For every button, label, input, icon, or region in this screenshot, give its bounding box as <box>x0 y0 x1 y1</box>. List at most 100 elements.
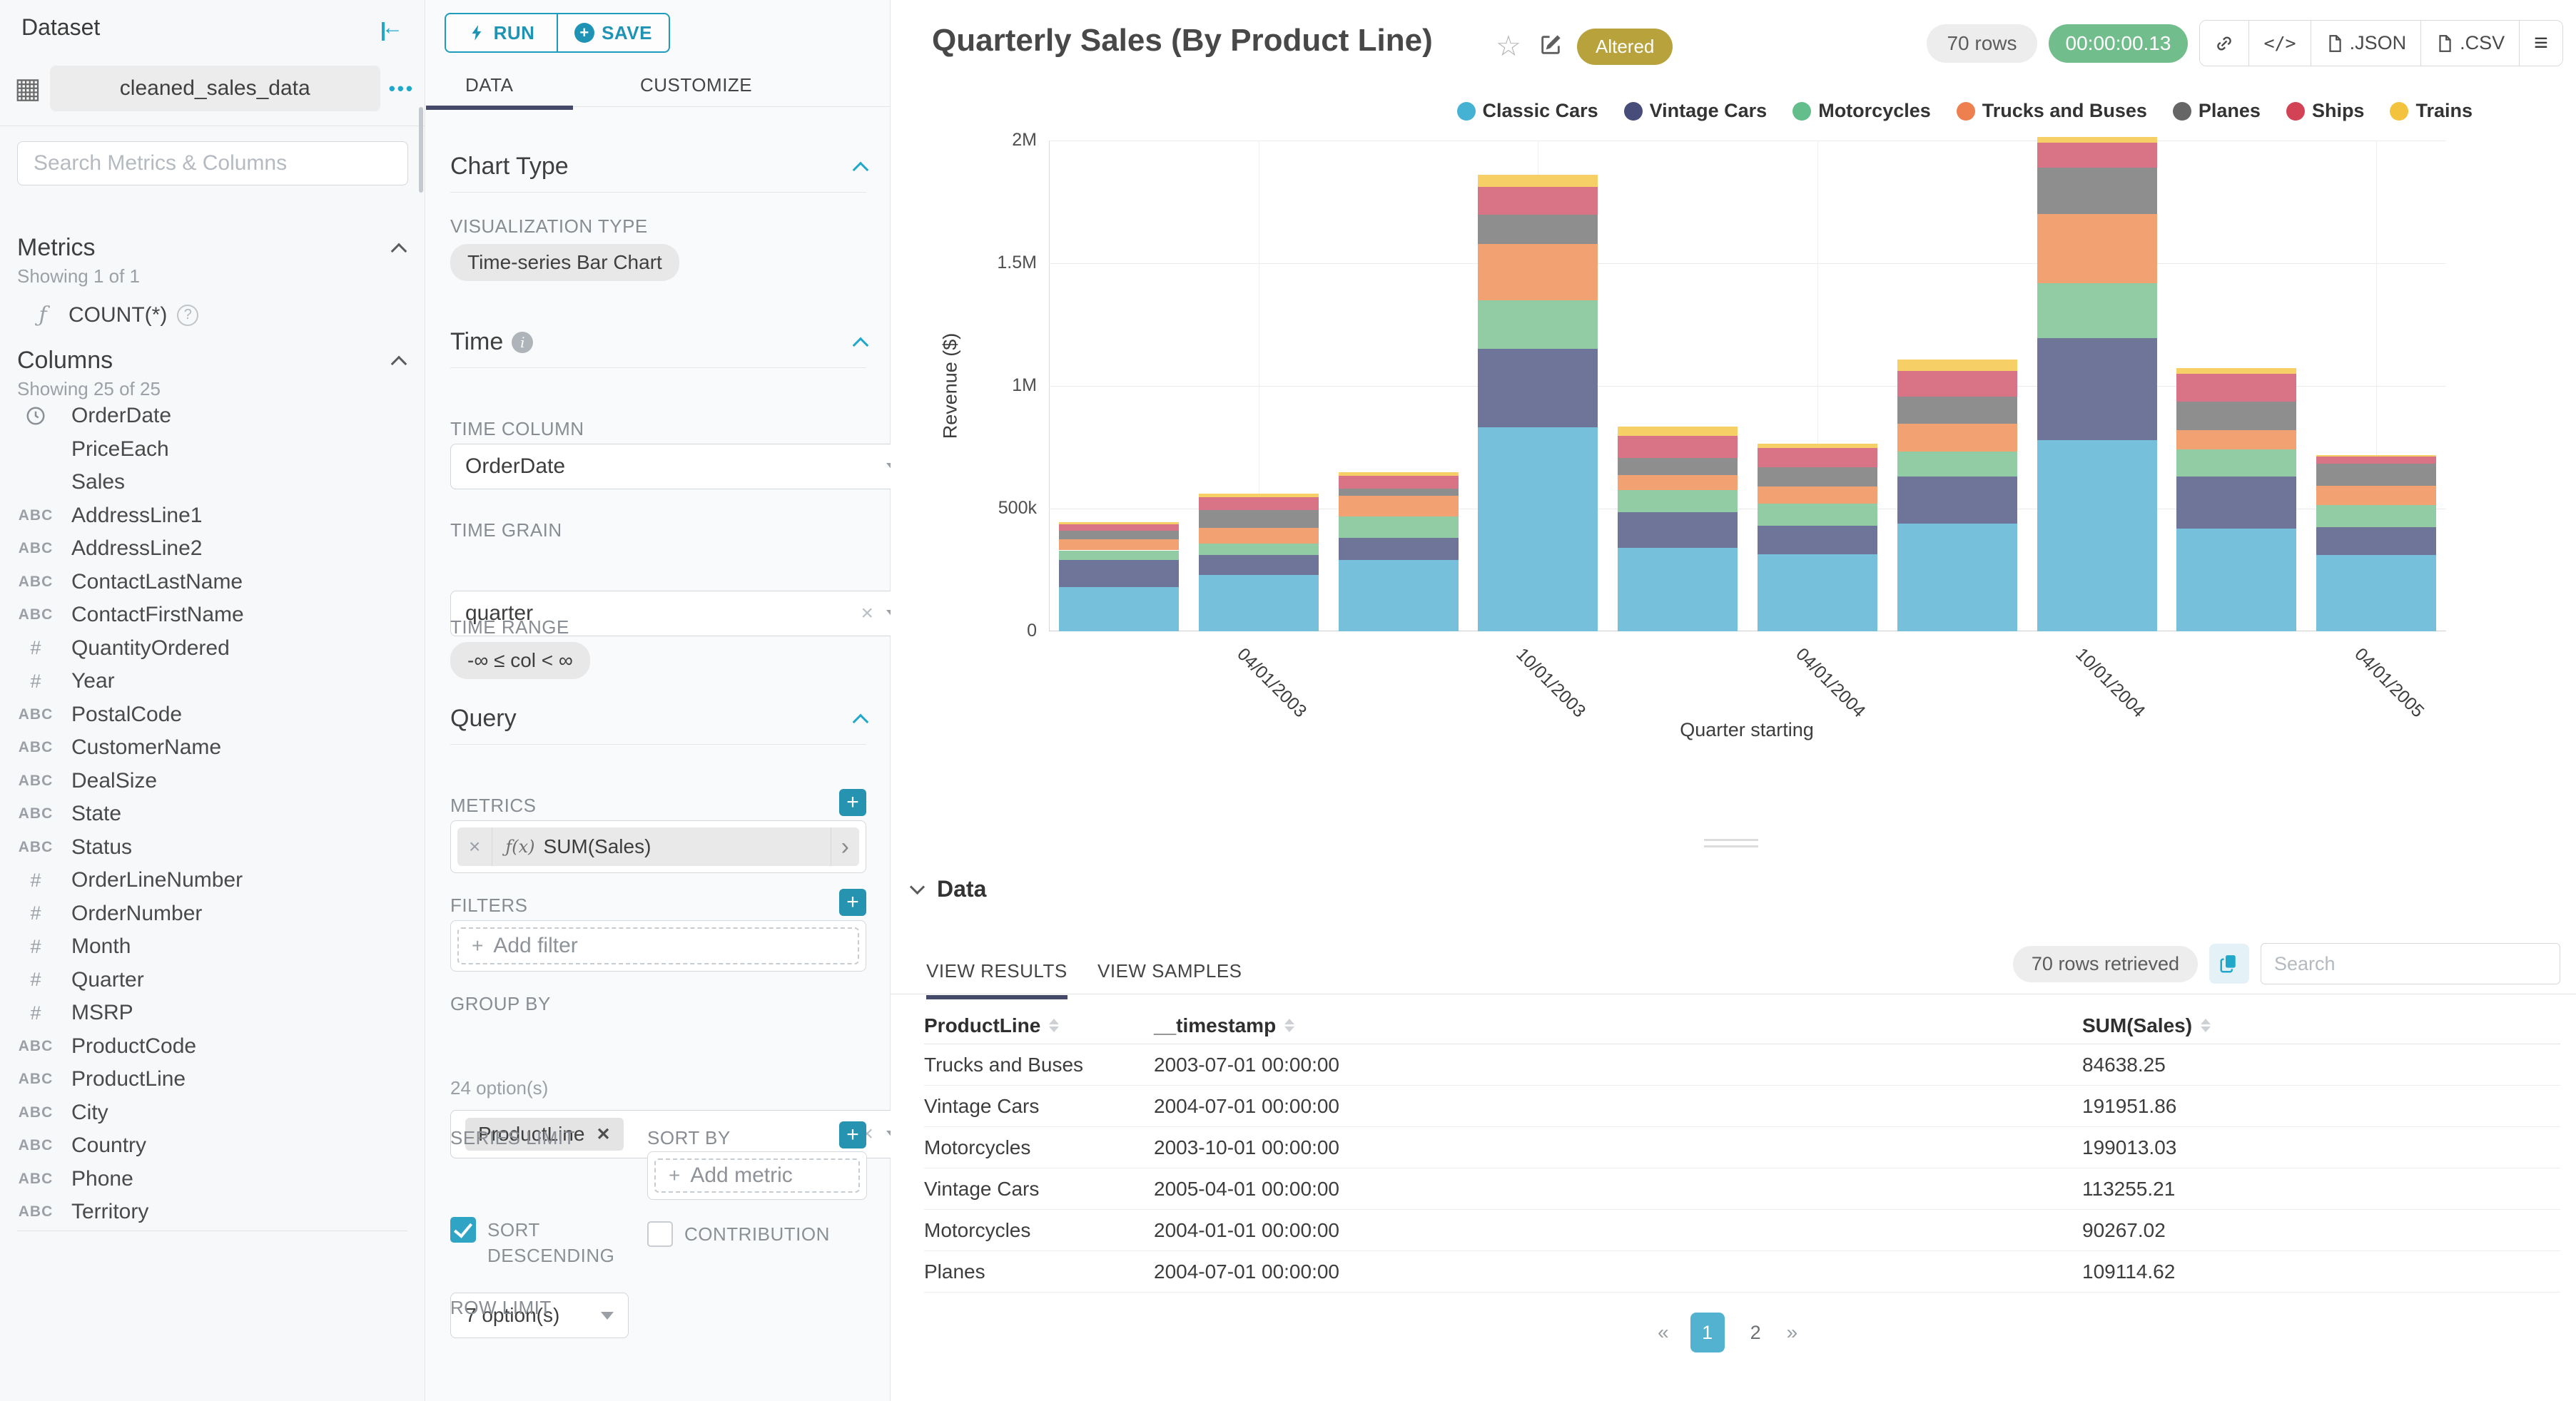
column-header[interactable]: SUM(Sales) <box>2082 1014 2560 1037</box>
column-item[interactable]: # MSRP <box>0 997 425 1029</box>
column-item[interactable]: # QuantityOrdered <box>0 632 425 665</box>
metric-item[interactable]: ƒ COUNT(*) ? <box>17 302 199 327</box>
bar-segment[interactable] <box>2176 368 2297 374</box>
bar-segment[interactable] <box>1757 486 1877 504</box>
bar-segment[interactable] <box>1897 523 2017 631</box>
info-icon[interactable]: i <box>512 331 534 353</box>
table-search-input[interactable] <box>2261 943 2560 984</box>
stacked-bar[interactable] <box>2037 136 2157 631</box>
legend-item[interactable]: Trains <box>2390 100 2473 122</box>
bar-segment[interactable] <box>2316 463 2437 486</box>
bar-segment[interactable] <box>1897 476 2017 524</box>
bar-segment[interactable] <box>2176 429 2297 450</box>
bar-segment[interactable] <box>2316 454 2437 457</box>
scrollbar-thumb[interactable] <box>419 107 423 193</box>
pagination-prev[interactable]: « <box>1658 1321 1669 1343</box>
bar-segment[interactable] <box>2037 214 2157 283</box>
bar-segment[interactable] <box>2037 282 2157 338</box>
column-item[interactable]: ABC AddressLine2 <box>0 532 425 565</box>
bar-segment[interactable] <box>1198 555 1319 575</box>
bar-segment[interactable] <box>2316 456 2437 464</box>
bar-segment[interactable] <box>1478 175 1598 188</box>
export-csv-button[interactable]: .CSV <box>2421 21 2520 66</box>
bar-segment[interactable] <box>1757 554 1877 631</box>
run-button[interactable]: RUN <box>446 14 557 51</box>
stacked-bar[interactable] <box>1058 141 1179 631</box>
stacked-bar[interactable] <box>2176 141 2297 631</box>
legend-item[interactable]: Ships <box>2286 100 2364 122</box>
column-item[interactable]: ABC AddressLine1 <box>0 499 425 532</box>
time-range-pill[interactable]: -∞ ≤ col < ∞ <box>450 642 590 679</box>
bar-segment[interactable] <box>1618 490 1738 513</box>
bar-segment[interactable] <box>1058 521 1179 524</box>
bar-segment[interactable] <box>2176 528 2297 631</box>
bar-segment[interactable] <box>2037 143 2157 168</box>
column-item[interactable]: ABC Country <box>0 1129 425 1162</box>
legend-item[interactable]: Motorcycles <box>1792 100 1931 122</box>
bar-segment[interactable] <box>1478 300 1598 350</box>
tab-view-samples[interactable]: VIEW SAMPLES <box>1097 960 1242 982</box>
column-item[interactable]: ABC Status <box>0 831 425 864</box>
bar-segment[interactable] <box>1618 436 1738 459</box>
export-json-button[interactable]: .JSON <box>2311 21 2422 66</box>
add-metric-button[interactable]: + <box>839 789 866 816</box>
favorite-star-icon[interactable]: ☆ <box>1496 31 1521 62</box>
column-item[interactable]: ABC Territory <box>0 1196 425 1228</box>
add-filter-dropzone[interactable]: + Add filter <box>457 927 859 964</box>
save-button[interactable]: + SAVE <box>557 14 669 51</box>
column-item[interactable]: Sales <box>0 466 425 499</box>
add-filter-button[interactable]: + <box>839 889 866 916</box>
legend-item[interactable]: Vintage Cars <box>1623 100 1767 122</box>
bar-segment[interactable] <box>1757 443 1877 449</box>
column-item[interactable]: ABC ContactLastName <box>0 566 425 598</box>
bar-segment[interactable] <box>1198 493 1319 497</box>
pagination-page[interactable]: 2 <box>1750 1321 1761 1343</box>
bar-segment[interactable] <box>1198 510 1319 528</box>
bar-segment[interactable] <box>1338 559 1459 631</box>
bar-segment[interactable] <box>2037 337 2157 440</box>
bar-segment[interactable] <box>1897 452 2017 477</box>
bar-segment[interactable] <box>1338 472 1459 477</box>
column-item[interactable]: ABC City <box>0 1096 425 1129</box>
bar-segment[interactable] <box>2316 485 2437 506</box>
collapse-data-icon[interactable] <box>909 879 926 895</box>
metric-pill[interactable]: × ƒ(x) SUM(Sales) › <box>457 827 859 866</box>
embed-code-button[interactable]: </> <box>2249 21 2311 66</box>
stacked-bar[interactable] <box>1478 141 1598 631</box>
bar-segment[interactable] <box>2176 449 2297 477</box>
clear-icon[interactable]: × <box>861 601 873 625</box>
bar-segment[interactable] <box>1478 187 1598 215</box>
bar-segment[interactable] <box>1478 243 1598 300</box>
dataset-name[interactable]: cleaned_sales_data <box>49 66 380 111</box>
bar-segment[interactable] <box>1198 543 1319 556</box>
bar-segment[interactable] <box>1618 548 1738 631</box>
legend-item[interactable]: Classic Cars <box>1456 100 1598 122</box>
stacked-bar[interactable] <box>1618 141 1738 631</box>
copy-link-button[interactable] <box>2200 21 2250 66</box>
bar-segment[interactable] <box>1198 496 1319 511</box>
column-item[interactable]: # Quarter <box>0 964 425 997</box>
viz-type-pill[interactable]: Time-series Bar Chart <box>450 244 679 281</box>
bar-segment[interactable] <box>1338 476 1459 489</box>
bar-segment[interactable] <box>2176 402 2297 430</box>
chevron-up-icon[interactable] <box>852 713 869 730</box>
chevron-up-icon[interactable] <box>852 161 869 178</box>
remove-tag-icon[interactable]: ✕ <box>596 1124 611 1144</box>
bar-segment[interactable] <box>1058 550 1179 561</box>
time-column-select[interactable]: OrderDate <box>450 444 914 489</box>
chevron-up-icon[interactable] <box>390 243 407 259</box>
tab-view-results[interactable]: VIEW RESULTS <box>926 960 1068 999</box>
search-metrics-input[interactable] <box>17 141 408 185</box>
pagination-page[interactable]: 1 <box>1690 1313 1725 1352</box>
add-sort-metric-dropzone[interactable]: + Add metric <box>654 1158 860 1193</box>
add-sort-metric-button[interactable]: + <box>839 1121 866 1148</box>
bar-segment[interactable] <box>2176 373 2297 402</box>
bar-segment[interactable] <box>1757 448 1877 467</box>
legend-item[interactable]: Trucks and Buses <box>1956 100 2147 122</box>
column-item[interactable]: # OrderNumber <box>0 897 425 930</box>
copy-data-button[interactable] <box>2209 944 2249 984</box>
collapse-panel-icon[interactable]: ← <box>382 16 403 41</box>
bar-segment[interactable] <box>1198 527 1319 544</box>
pagination-next[interactable]: » <box>1786 1321 1798 1343</box>
stacked-bar[interactable] <box>1338 141 1459 631</box>
